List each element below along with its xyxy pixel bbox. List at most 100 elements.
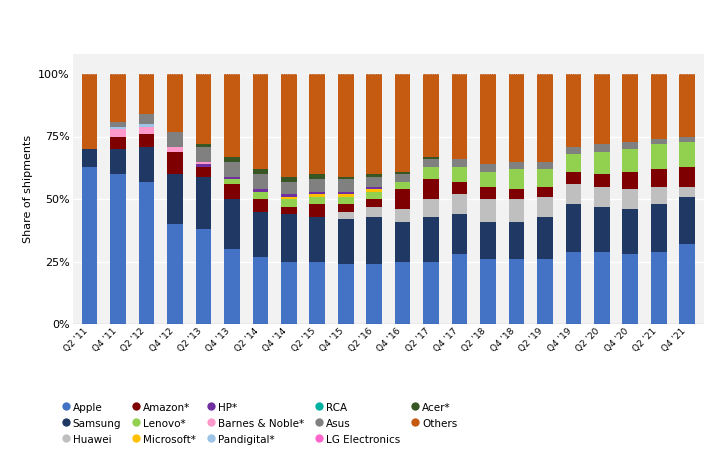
Bar [537, 259, 552, 324]
Bar [566, 252, 582, 324]
Bar [423, 74, 439, 157]
Bar [338, 212, 354, 219]
Bar [281, 181, 297, 194]
Bar [167, 224, 183, 324]
Bar [167, 147, 183, 152]
Bar [651, 186, 666, 204]
Bar [338, 179, 354, 192]
Bar [82, 149, 97, 166]
Bar [594, 174, 610, 186]
Bar [423, 261, 439, 324]
Bar [395, 174, 410, 181]
Bar [622, 209, 638, 254]
Bar [594, 207, 610, 252]
Bar [680, 136, 695, 141]
Bar [224, 157, 240, 162]
Bar [110, 129, 126, 136]
Bar [195, 162, 211, 164]
Bar [224, 74, 240, 157]
Bar [680, 74, 695, 136]
Bar [367, 264, 382, 324]
Bar [338, 197, 354, 204]
Bar [367, 207, 382, 216]
Bar [480, 199, 496, 221]
Bar [680, 186, 695, 197]
Bar [594, 252, 610, 324]
Bar [537, 186, 552, 197]
Bar [253, 174, 268, 189]
Bar [224, 176, 240, 179]
Bar [139, 126, 155, 134]
Bar [139, 134, 155, 147]
Bar [110, 136, 126, 149]
Bar [338, 264, 354, 324]
Legend: Apple, Samsung, Huawei, Amazon*, Lenovo*, Microsoft*, HP*, Barnes & Noble*, Pand: Apple, Samsung, Huawei, Amazon*, Lenovo*… [63, 402, 457, 445]
Bar [566, 184, 582, 204]
Bar [423, 179, 439, 199]
Bar [224, 162, 240, 176]
Bar [452, 74, 468, 159]
Bar [139, 74, 155, 114]
Bar [338, 194, 354, 197]
Bar [680, 197, 695, 244]
Bar [680, 244, 695, 324]
Bar [651, 139, 666, 144]
Bar [253, 169, 268, 174]
Bar [395, 181, 410, 189]
Bar [537, 216, 552, 259]
Bar [509, 199, 524, 221]
Bar [110, 149, 126, 174]
Bar [452, 194, 468, 214]
Bar [566, 204, 582, 252]
Bar [309, 204, 325, 216]
Bar [622, 141, 638, 149]
Bar [167, 131, 183, 147]
Bar [395, 221, 410, 261]
Bar [224, 249, 240, 324]
Bar [395, 209, 410, 221]
Bar [423, 216, 439, 261]
Bar [509, 74, 524, 162]
Bar [338, 219, 354, 264]
Bar [309, 216, 325, 261]
Bar [594, 152, 610, 174]
Bar [566, 147, 582, 154]
Bar [167, 74, 183, 131]
Bar [423, 166, 439, 179]
Bar [395, 261, 410, 324]
Bar [195, 229, 211, 324]
Bar [110, 74, 126, 122]
Bar [110, 174, 126, 324]
Bar [622, 171, 638, 189]
Bar [452, 214, 468, 254]
Bar [281, 214, 297, 261]
Bar [309, 261, 325, 324]
Bar [253, 189, 268, 192]
Bar [167, 174, 183, 224]
Bar [622, 254, 638, 324]
Bar [566, 171, 582, 184]
Bar [622, 149, 638, 171]
Bar [680, 166, 695, 186]
Bar [281, 207, 297, 214]
Bar [253, 212, 268, 256]
Bar [480, 221, 496, 259]
Bar [224, 179, 240, 184]
Bar [452, 254, 468, 324]
Bar [537, 162, 552, 169]
Bar [110, 126, 126, 129]
Bar [594, 74, 610, 144]
Bar [253, 199, 268, 212]
Bar [281, 199, 297, 207]
Bar [651, 169, 666, 186]
Bar [509, 189, 524, 199]
Bar [395, 74, 410, 171]
Bar [367, 74, 382, 174]
Bar [480, 259, 496, 324]
Bar [338, 192, 354, 194]
Bar [110, 122, 126, 126]
Bar [395, 189, 410, 209]
Bar [452, 159, 468, 166]
Bar [195, 166, 211, 176]
Bar [82, 74, 97, 149]
